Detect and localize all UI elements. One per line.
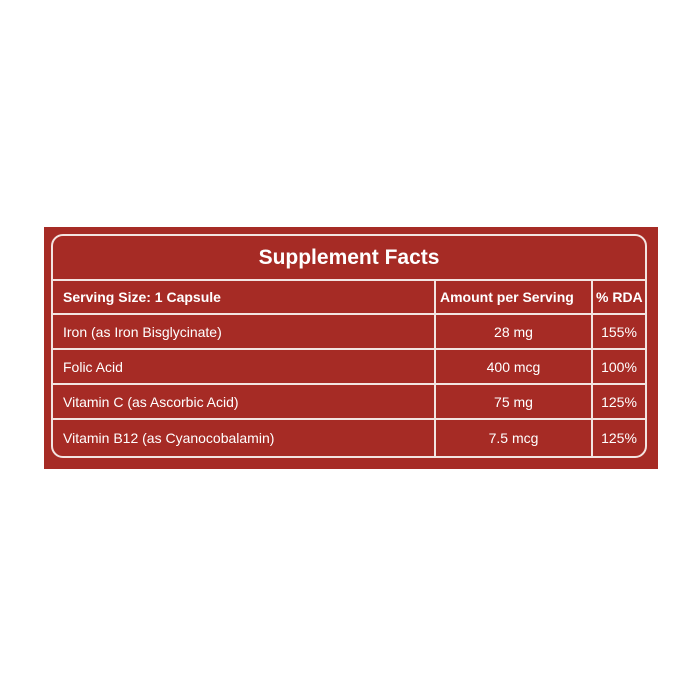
table-row: Folic Acid 400 mcg 100% (53, 349, 645, 385)
supplement-facts-title: Supplement Facts (53, 236, 645, 281)
nutrient-amount: 7.5 mcg (435, 419, 593, 456)
nutrient-rda: 155% (592, 314, 645, 350)
nutrient-name: Folic Acid (53, 349, 436, 385)
nutrient-amount: 28 mg (435, 314, 593, 350)
supplement-facts-table: Serving Size: 1 Capsule Amount per Servi… (53, 281, 645, 456)
amount-per-serving-header: Amount per Serving (435, 281, 593, 315)
nutrient-rda: 125% (601, 430, 637, 446)
nutrient-name: Iron (as Iron Bisglycinate) (53, 314, 436, 350)
nutrient-name: Vitamin C (as Ascorbic Acid) (53, 384, 436, 420)
supplement-facts-label: Supplement Facts Serving Size: 1 Capsule… (44, 227, 658, 469)
nutrient-name: Vitamin B12 (as Cyanocobalamin) (53, 419, 436, 456)
rda-header: % RDA (592, 281, 645, 315)
table-row: Vitamin C (as Ascorbic Acid) 75 mg 125% (53, 384, 645, 420)
supplement-facts-frame: Supplement Facts Serving Size: 1 Capsule… (51, 234, 647, 458)
nutrient-amount: 75 mg (435, 384, 593, 420)
nutrient-amount: 400 mcg (435, 349, 593, 385)
nutrient-rda: 100% (592, 349, 645, 385)
nutrient-rda: 125% (592, 384, 645, 420)
serving-size-header: Serving Size: 1 Capsule (53, 281, 436, 315)
table-row: Vitamin B12 (as Cyanocobalamin) 7.5 mcg … (53, 419, 645, 456)
table-header-row: Serving Size: 1 Capsule Amount per Servi… (53, 281, 645, 315)
table-row: Iron (as Iron Bisglycinate) 28 mg 155% (53, 314, 645, 350)
